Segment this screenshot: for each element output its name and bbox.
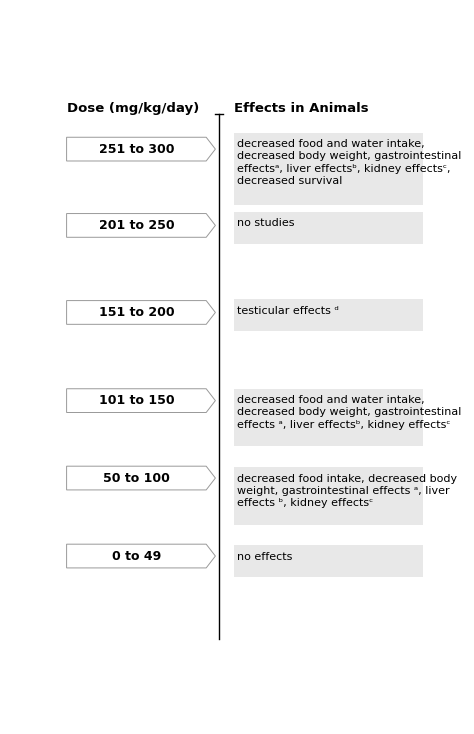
Polygon shape <box>66 544 215 568</box>
Polygon shape <box>66 137 215 161</box>
FancyBboxPatch shape <box>234 468 423 525</box>
FancyBboxPatch shape <box>234 133 423 205</box>
Text: 50 to 100: 50 to 100 <box>103 471 170 484</box>
Text: decreased food intake, decreased body
weight, gastrointestinal effects ᵃ, liver
: decreased food intake, decreased body we… <box>237 473 457 509</box>
Text: 151 to 200: 151 to 200 <box>99 306 174 319</box>
Text: Dose (mg/kg/day): Dose (mg/kg/day) <box>66 102 199 115</box>
Text: 201 to 250: 201 to 250 <box>99 219 174 232</box>
FancyBboxPatch shape <box>234 389 423 446</box>
Polygon shape <box>66 389 215 413</box>
FancyBboxPatch shape <box>234 299 423 331</box>
Polygon shape <box>66 466 215 490</box>
Text: no studies: no studies <box>237 218 295 228</box>
Polygon shape <box>66 301 215 324</box>
Text: 101 to 150: 101 to 150 <box>99 394 174 407</box>
FancyBboxPatch shape <box>234 212 423 244</box>
FancyBboxPatch shape <box>234 545 423 577</box>
Text: decreased food and water intake,
decreased body weight, gastrointestinal
effects: decreased food and water intake, decreas… <box>237 395 462 430</box>
Text: no effects: no effects <box>237 551 293 562</box>
Text: Effects in Animals: Effects in Animals <box>234 102 368 115</box>
Text: testicular effects ᵈ: testicular effects ᵈ <box>237 305 339 316</box>
Text: 251 to 300: 251 to 300 <box>99 142 174 156</box>
Text: decreased food and water intake,
decreased body weight, gastrointestinal
effects: decreased food and water intake, decreas… <box>237 139 462 186</box>
Text: 0 to 49: 0 to 49 <box>112 550 161 562</box>
Polygon shape <box>66 214 215 237</box>
